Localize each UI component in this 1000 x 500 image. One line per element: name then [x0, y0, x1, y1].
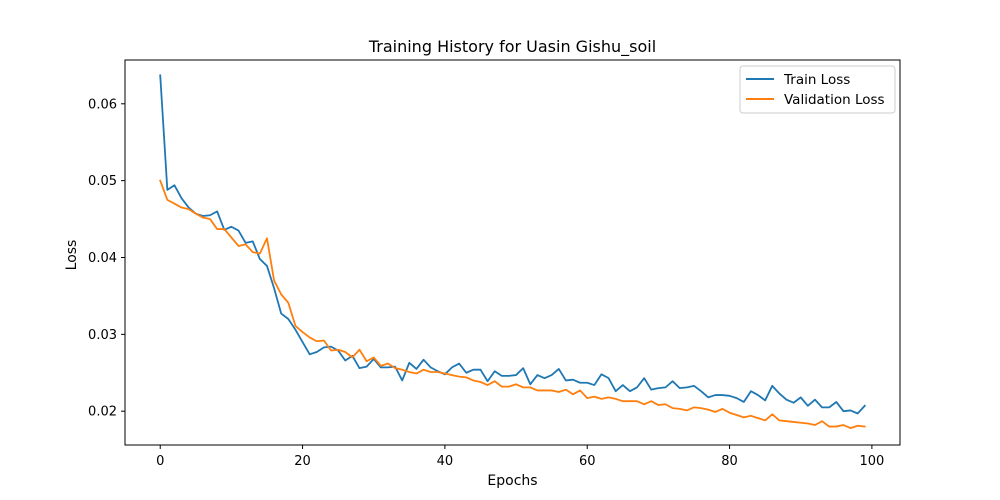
- plot-area: 0 20 40 60 80 100 0.02 0.03 0.04 0.05 0.06: [88, 59, 901, 469]
- y-tick-label: 0.06: [88, 97, 117, 112]
- legend-label-train-loss: Train Loss: [783, 72, 850, 88]
- x-tick-label: 0: [156, 454, 164, 469]
- y-axis-ticks: 0.02 0.03 0.04 0.05 0.06: [88, 97, 125, 420]
- chart-title: Training History for Uasin Gishu_soil: [368, 37, 656, 57]
- x-axis-ticks: 0 20 40 60 80 100: [156, 445, 884, 469]
- y-axis-label: Loss: [64, 240, 80, 271]
- legend: Train Loss Validation Loss: [739, 65, 896, 114]
- series-line-train-loss: [159, 74, 867, 415]
- x-tick-label: 20: [294, 454, 311, 469]
- x-tick-label: 80: [721, 454, 738, 469]
- y-tick-label: 0.03: [88, 328, 117, 343]
- x-axis-label: Epochs: [487, 473, 537, 489]
- y-tick-label: 0.02: [88, 405, 117, 420]
- legend-box: [739, 65, 896, 114]
- series-line-validation-loss: [159, 179, 866, 429]
- legend-label-validation-loss: Validation Loss: [784, 92, 885, 108]
- y-tick-label: 0.04: [88, 251, 117, 266]
- y-tick-label: 0.05: [88, 174, 117, 189]
- x-tick-label: 60: [579, 454, 596, 469]
- x-tick-label: 40: [437, 454, 454, 469]
- series-layer: [159, 74, 867, 429]
- axes-frame: [124, 59, 901, 446]
- x-tick-label: 100: [859, 454, 884, 469]
